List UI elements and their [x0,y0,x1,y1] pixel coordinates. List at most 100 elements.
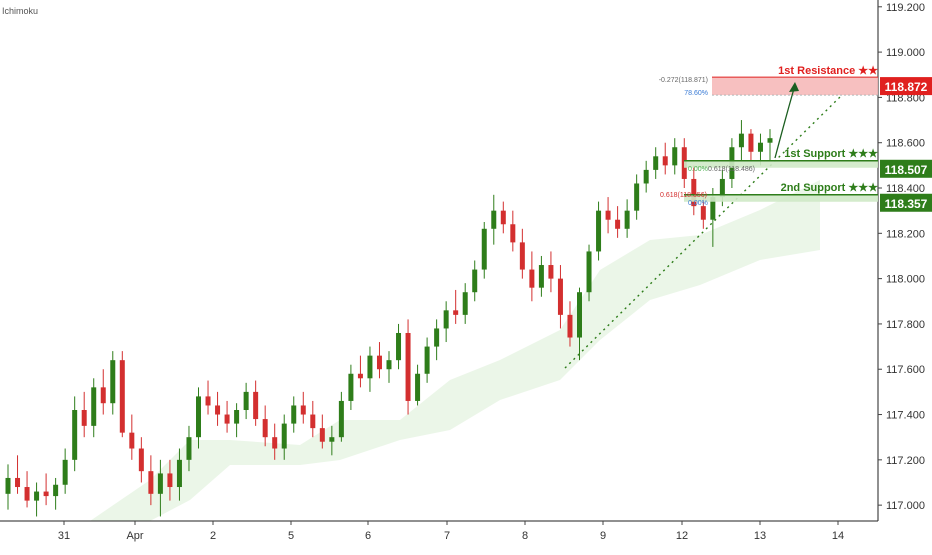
candle-body [443,310,449,329]
candle-body [615,219,621,229]
y-tick-label: 117.800 [886,319,925,331]
candle-body [605,210,611,220]
candle-body [596,210,602,252]
candle-body [338,400,344,438]
candle-body [300,405,306,415]
candle-body [310,414,316,429]
candle-body [53,484,59,497]
indicator-label: Ichimoku [2,6,38,16]
candle-body [81,410,87,426]
x-tick-label: 14 [832,530,844,542]
candle-body [624,210,630,229]
candle-body [519,242,525,270]
candle-body [291,405,297,424]
candle-body [634,183,640,211]
x-tick-label: 6 [365,530,371,542]
candle-body [415,373,421,401]
arrow-head [789,82,799,92]
candle-body [176,459,182,488]
resistance-label: 1st Resistance ★★ [778,65,878,77]
fib-786-label: 78.60% [684,90,708,97]
candle-body [472,269,478,293]
candle-body [586,251,592,293]
candle-body [748,133,754,152]
candle-body [510,224,516,243]
candle-body [186,437,192,460]
candle-body [500,210,506,225]
support-zone [684,160,878,168]
candle-body [557,278,563,315]
y-tick-label: 117.400 [886,410,925,422]
candle-body [281,423,287,449]
support-value: 118.357 [885,197,928,211]
candle-body [5,477,11,494]
y-tick-label: 118.800 [886,92,925,104]
candle-body [453,310,459,315]
candle-body [424,346,430,374]
candle-body [481,228,487,270]
candle-body [643,169,649,184]
candle-body [100,387,106,404]
support-label: 2nd Support ★★★ [781,182,879,194]
x-tick-label: 9 [600,530,606,542]
y-tick-label: 118.400 [886,183,925,195]
candle-body [719,178,725,198]
candle-body [357,373,363,379]
x-tick-label: 7 [444,530,450,542]
candle-body [138,448,144,472]
candle-body [691,178,697,207]
candle-body [91,387,97,426]
candle-body [43,491,49,497]
candle-body [653,156,659,170]
fib-618a-label: 0.618(118.486) [708,166,755,173]
candle-body [196,396,201,438]
candle-body [234,410,240,424]
candle-body [462,292,468,315]
support-label: 1st Support ★★★ [784,148,878,160]
candle-body [672,147,678,166]
support-value-badge [880,193,932,212]
y-tick-label: 117.000 [886,500,925,512]
y-tick-label: 118.200 [886,228,925,240]
candle-body [767,138,773,143]
y-tick-label: 119.000 [886,47,925,59]
candle-body [434,328,440,347]
candle-body [129,432,135,449]
trend-line [564,96,841,369]
candle-body [376,355,382,370]
fib-zero-label: 0.00% [688,166,708,173]
x-tick-label: 5 [288,530,294,542]
candle-body [110,360,116,404]
candle-body [491,210,497,229]
candle-body [62,459,68,485]
x-tick-label: 12 [676,530,688,542]
y-tick-label: 117.200 [886,455,925,467]
candle-body [157,473,163,494]
candle-body [24,487,30,501]
candle-body [319,428,325,442]
candle-body [262,419,268,438]
candle-body [272,437,278,449]
resistance-value-badge [880,77,932,96]
y-tick-label: 119.200 [886,2,925,14]
resistance-value: 118.872 [885,80,928,94]
candle-body [34,491,40,501]
y-tick-label: 118.000 [886,274,925,286]
candle-body [205,396,211,406]
x-tick-label: 2 [210,530,216,542]
candle-body [405,332,411,401]
candle-body [710,197,716,220]
candle-body [548,265,554,279]
candle-body [386,360,392,370]
candle-body [167,473,173,488]
candle-body [367,355,373,379]
candle-body [662,156,668,166]
candle-body [119,360,125,433]
candle-body [700,206,706,220]
candle-body [396,332,402,361]
candle-body [329,437,335,442]
support-value: 118.507 [885,163,928,177]
ichimoku-cloud [90,180,820,521]
y-tick-label: 118.600 [886,138,925,150]
